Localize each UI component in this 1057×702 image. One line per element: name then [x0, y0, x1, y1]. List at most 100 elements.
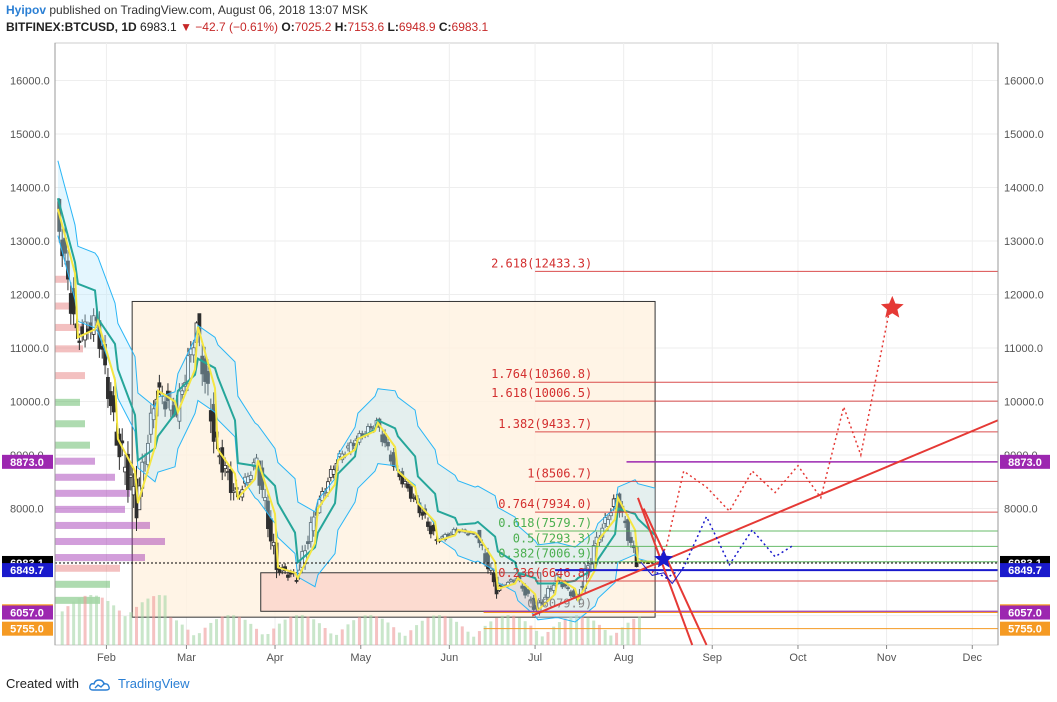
- volume-bar: [95, 595, 99, 645]
- volume-bar: [89, 595, 93, 645]
- uptrend-line[interactable]: [531, 419, 999, 617]
- x-tick-label: Nov: [877, 652, 897, 664]
- x-tick-label: Sep: [702, 652, 722, 664]
- fib-level-label: 1(8506.7): [527, 466, 592, 480]
- volume-bar: [323, 628, 327, 645]
- candle-body: [220, 447, 225, 473]
- volume-bar: [203, 627, 207, 645]
- candle-body: [508, 579, 513, 582]
- volume-profile-bar: [55, 537, 165, 546]
- volume-bar: [157, 595, 161, 645]
- candle-body: [91, 315, 96, 335]
- x-tick-label: Apr: [266, 652, 283, 664]
- author-name[interactable]: Hyipov: [6, 3, 47, 17]
- y-tick-label-left: 8000.0: [10, 504, 44, 516]
- candle-body: [368, 426, 373, 429]
- volume-bar: [603, 629, 607, 645]
- downtrend-line-1[interactable]: [637, 497, 694, 646]
- price-badge-right: [1000, 563, 1050, 578]
- candle-body: [180, 390, 185, 395]
- y-tick-label-right: 10000.0: [1004, 397, 1044, 409]
- volume-bar: [249, 623, 253, 645]
- candle-body: [228, 468, 233, 493]
- volume-bar: [220, 616, 224, 645]
- candle-body: [266, 500, 270, 529]
- volume-bar: [449, 618, 453, 645]
- volume-bar: [66, 606, 70, 645]
- publish-info: Hyipov published on TradingView.com, Aug…: [6, 3, 368, 17]
- volume-bar: [209, 622, 213, 645]
- volume-bar: [272, 628, 276, 645]
- volume-bar: [283, 619, 287, 645]
- volume-bar: [192, 635, 196, 645]
- y-tick-label-left: 10000.0: [10, 397, 50, 409]
- volume-bar: [455, 621, 459, 645]
- volume-bar: [620, 627, 624, 645]
- volume-bar: [72, 601, 76, 645]
- volume-bar: [615, 632, 619, 645]
- low-label: L:: [387, 20, 399, 34]
- candle-body: [426, 521, 430, 527]
- candle-body: [294, 580, 299, 582]
- candle-body: [311, 516, 316, 532]
- volume-bar: [632, 618, 636, 645]
- volume-bar: [186, 629, 190, 645]
- price-badge-left-label: 5755.0: [10, 624, 44, 636]
- volume-bar: [312, 619, 316, 645]
- tradingview-cloud-icon: [88, 678, 110, 691]
- candle-body: [186, 355, 190, 384]
- x-tick-label: Dec: [963, 652, 983, 664]
- tradingview-link[interactable]: TradingView: [118, 676, 190, 691]
- close-value: 6983.1: [451, 20, 489, 34]
- price-badge-right: [1000, 621, 1050, 636]
- candle-body: [231, 490, 236, 493]
- red-star-icon[interactable]: [880, 295, 904, 318]
- volume-bar: [335, 634, 339, 645]
- y-tick-label-left: 11000.0: [10, 343, 49, 355]
- volume-bar: [403, 635, 407, 645]
- price-badge-left: [2, 621, 53, 636]
- volume-bar: [300, 615, 304, 645]
- volume-bar: [483, 625, 487, 645]
- price-badge-right: [1000, 605, 1050, 620]
- price-badge-right: [1000, 454, 1050, 469]
- price-badge-right-label: 6057.0: [1008, 608, 1042, 620]
- candle-body: [268, 518, 273, 542]
- candle-body: [606, 519, 610, 527]
- fib-level-label: 0.764(7934.0): [498, 497, 592, 511]
- volume-bar: [575, 615, 579, 645]
- candle-body: [111, 395, 116, 413]
- projection-path-alt[interactable]: [651, 514, 793, 579]
- volume-bar: [175, 620, 179, 645]
- price-chart[interactable]: 2.618(12433.3) 1.764(10360.8) 1.618(10006.…: [0, 0, 1057, 670]
- volume-bar: [517, 617, 521, 645]
- downtrend-line-2[interactable]: [642, 508, 708, 646]
- volume-bar: [226, 615, 230, 645]
- volume-bar: [637, 616, 641, 645]
- y-tick-label-left: 15000.0: [10, 129, 50, 141]
- y-tick-label-left: 12000.0: [10, 290, 50, 302]
- volume-bar: [415, 625, 419, 645]
- fib-level-label: 0.618(7579.7): [498, 516, 592, 530]
- candle-body: [351, 443, 356, 447]
- volume-profile-bar: [55, 420, 85, 428]
- candle-body: [591, 545, 596, 564]
- candle-body: [546, 588, 550, 598]
- open-label: O:: [281, 20, 295, 34]
- volume-bar: [557, 622, 561, 645]
- volume-bar: [266, 634, 270, 645]
- blue-star-icon[interactable]: [654, 549, 674, 568]
- volume-bar: [569, 616, 573, 645]
- volume-bar: [169, 617, 173, 645]
- volume-bar: [437, 615, 441, 645]
- volume-bar: [306, 616, 310, 645]
- candle-body: [408, 486, 413, 499]
- candle-body: [446, 533, 450, 537]
- projection-path-bullish[interactable]: [651, 310, 891, 574]
- volume-bar: [112, 605, 116, 645]
- y-tick-label-right: 14000.0: [1004, 182, 1044, 194]
- candle-body: [626, 519, 630, 541]
- high-value: 7153.6: [347, 20, 385, 34]
- volume-bar: [443, 615, 447, 645]
- candle-body: [106, 376, 110, 399]
